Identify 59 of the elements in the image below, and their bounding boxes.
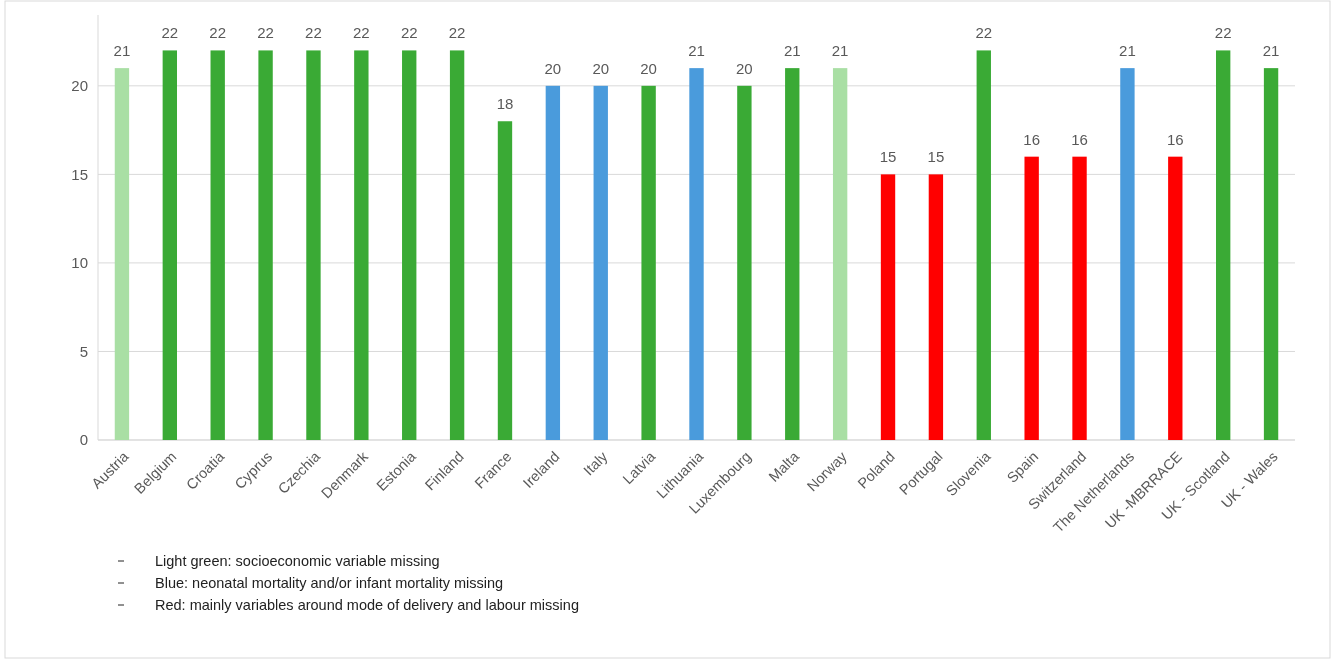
bar bbox=[737, 85, 752, 440]
text: Light green: socioeconomic variable missing bbox=[155, 553, 440, 570]
bar bbox=[497, 121, 513, 440]
y-tick-label: 20 bbox=[71, 77, 88, 95]
data-label: 21 bbox=[113, 42, 131, 60]
bar bbox=[354, 50, 369, 440]
bar bbox=[1120, 68, 1135, 440]
y-tick-label: 10 bbox=[71, 254, 88, 272]
bar bbox=[1024, 156, 1039, 440]
data-label: 22 bbox=[353, 24, 370, 42]
data-label: 20 bbox=[544, 59, 562, 77]
bar bbox=[258, 50, 273, 440]
bar bbox=[1216, 50, 1231, 440]
bar bbox=[832, 68, 848, 440]
data-label: 22 bbox=[305, 24, 322, 42]
x-tick-label: Italy bbox=[580, 447, 611, 479]
data-label: 18 bbox=[496, 95, 514, 113]
bar bbox=[1168, 156, 1183, 440]
data-label: 21 bbox=[783, 42, 801, 60]
y-tick-label: 15 bbox=[71, 165, 88, 183]
bar bbox=[928, 174, 944, 440]
data-label: 20 bbox=[736, 59, 753, 77]
bar bbox=[306, 50, 321, 440]
bar bbox=[402, 50, 417, 440]
data-label: 21 bbox=[688, 42, 705, 60]
bar bbox=[689, 68, 704, 440]
y-tick-label: 5 bbox=[79, 342, 88, 360]
bar bbox=[593, 85, 608, 440]
bar bbox=[545, 85, 561, 440]
bar bbox=[449, 50, 465, 440]
data-label: 22 bbox=[448, 24, 466, 42]
y-tick-label: 0 bbox=[79, 431, 88, 449]
data-label: 22 bbox=[400, 24, 418, 42]
bar bbox=[114, 68, 130, 440]
bar bbox=[210, 50, 225, 440]
text: Red: mainly variables around mode of delivery and labour missing bbox=[155, 597, 579, 614]
bar bbox=[785, 68, 800, 440]
data-label: 22 bbox=[257, 24, 274, 42]
text: Blue: neonatal mortality and/or infant mortality missing bbox=[155, 575, 504, 592]
data-label: 21 bbox=[831, 42, 849, 60]
data-label: 22 bbox=[1214, 24, 1232, 42]
bar bbox=[641, 85, 656, 440]
data-label: 16 bbox=[1166, 130, 1184, 148]
data-label: 21 bbox=[1262, 42, 1280, 60]
data-label: 22 bbox=[209, 24, 227, 42]
bar bbox=[162, 50, 177, 440]
data-label: 16 bbox=[1023, 130, 1040, 148]
data-label: 15 bbox=[927, 148, 945, 166]
data-label: 20 bbox=[640, 59, 657, 77]
data-label: 21 bbox=[1119, 42, 1136, 60]
data-label: 22 bbox=[161, 24, 179, 42]
bar bbox=[1072, 156, 1087, 440]
bar bbox=[880, 174, 896, 440]
data-label: 15 bbox=[879, 148, 897, 166]
data-label: 16 bbox=[1071, 130, 1088, 148]
data-label: 20 bbox=[592, 59, 610, 77]
data-label: 22 bbox=[975, 24, 993, 42]
bar bbox=[1263, 68, 1279, 440]
bar bbox=[976, 50, 991, 440]
